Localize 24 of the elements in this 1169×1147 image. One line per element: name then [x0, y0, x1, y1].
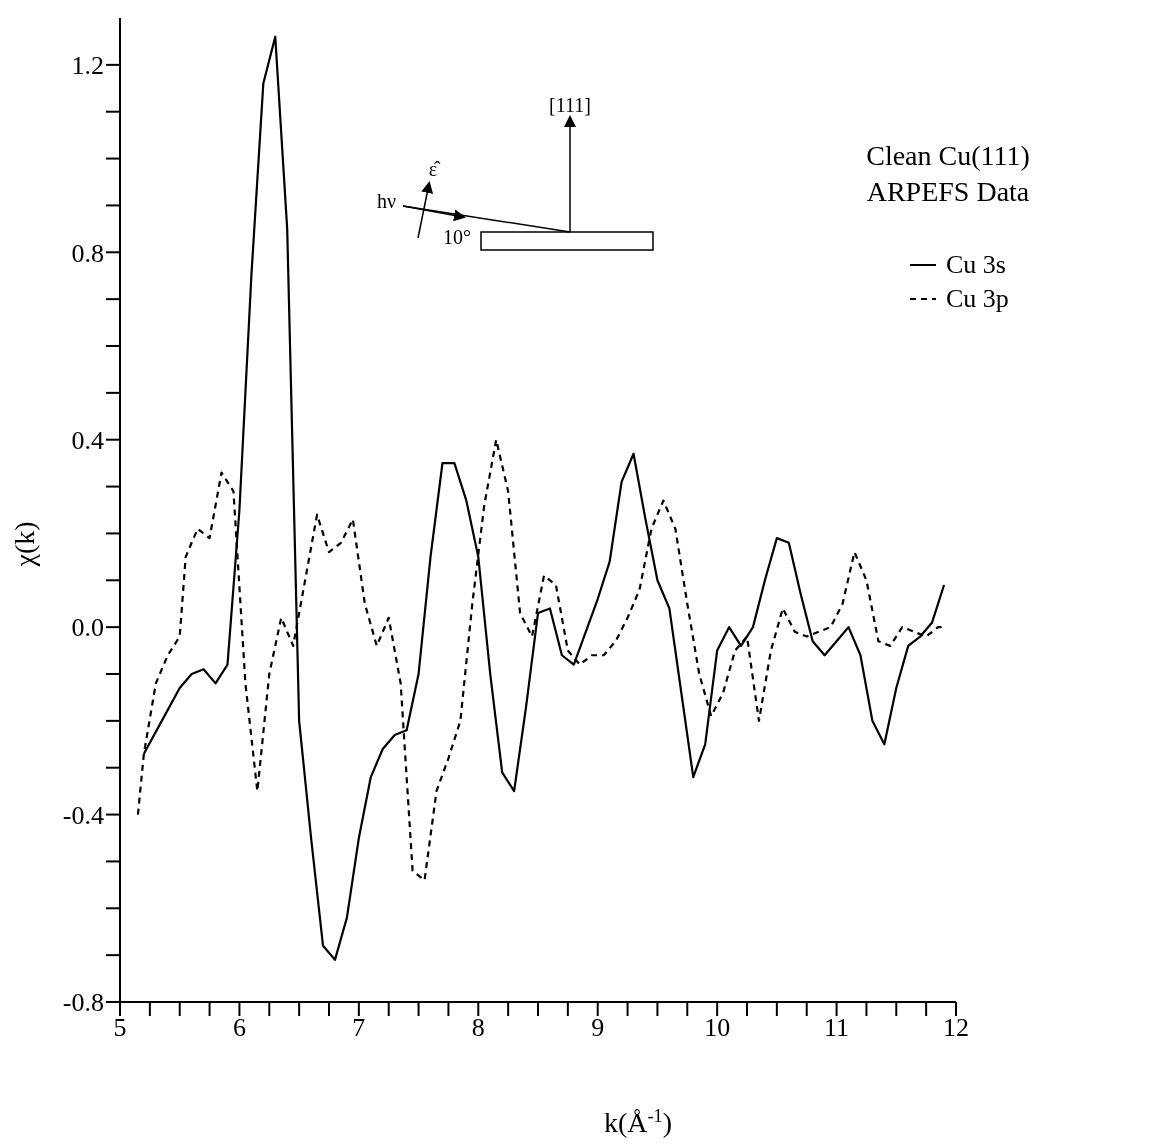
text: ARPEFS Data — [865, 176, 1031, 208]
annotation: [111] — [549, 94, 591, 116]
y-tick-label: 0.4 — [71, 425, 104, 455]
x-tick-label: 7 — [352, 1013, 366, 1043]
x-tick-label: 9 — [591, 1013, 605, 1043]
y-axis-title: χ(k) — [9, 521, 40, 568]
annotation: 10° — [443, 226, 471, 248]
x-tick-label: 11 — [824, 1013, 850, 1043]
x-tick-label: 12 — [943, 1013, 969, 1043]
y-tick-label: 0.0 — [71, 613, 104, 643]
annotation: hν — [377, 190, 397, 212]
x-tick-label: 8 — [471, 1013, 485, 1043]
y-tick-label: 1.2 — [71, 51, 104, 81]
y-tick-label: -0.8 — [62, 988, 104, 1018]
text: Clean Cu(111) — [865, 140, 1031, 172]
y-tick-label: 0.8 — [71, 238, 104, 268]
x-axis-title: k(Å$^{-1}$) — [603, 1106, 673, 1138]
x-tick-label: 6 — [232, 1013, 246, 1043]
annotation: ε̂ — [428, 158, 442, 180]
x-tick-label: 5 — [113, 1013, 127, 1043]
y-tick-label: -0.4 — [62, 800, 104, 830]
legend-label: Cu 3s — [946, 250, 1006, 280]
legend-label: Cu 3p — [946, 284, 1009, 314]
x-tick-label: 10 — [704, 1013, 731, 1043]
